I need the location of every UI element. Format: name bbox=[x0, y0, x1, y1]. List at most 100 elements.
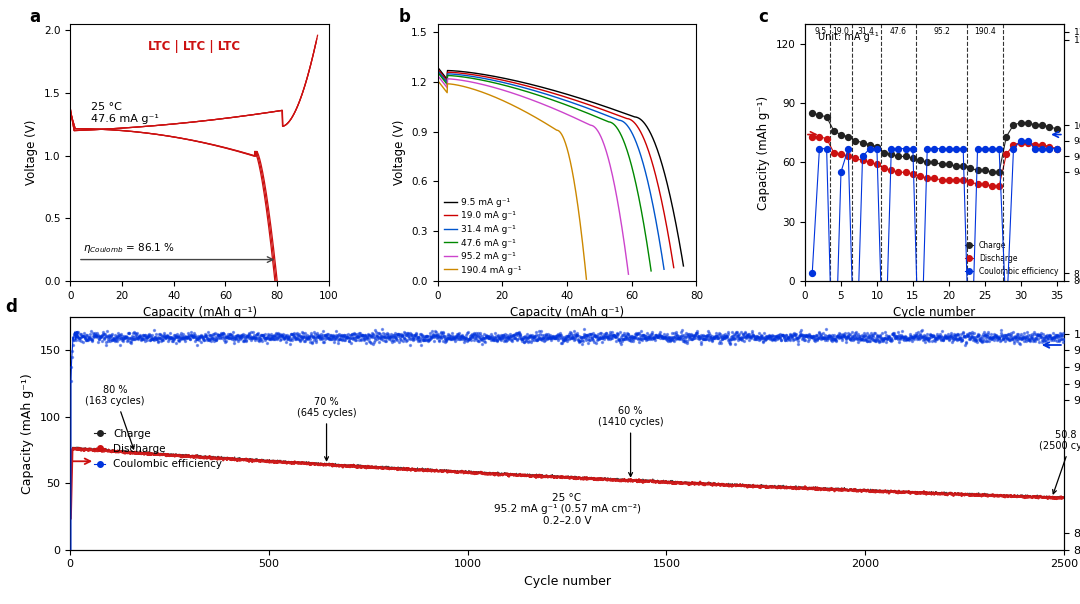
Point bbox=[87, 332, 105, 341]
Point bbox=[253, 336, 270, 345]
Point bbox=[551, 333, 568, 343]
Point bbox=[152, 329, 170, 339]
Point bbox=[119, 333, 136, 342]
Point bbox=[509, 330, 526, 339]
Point bbox=[673, 330, 690, 340]
Point bbox=[597, 332, 615, 341]
Point bbox=[162, 332, 179, 342]
31.4 mA g⁻¹ bbox=[431, 67, 444, 74]
190.4 mA g⁻¹ bbox=[512, 104, 525, 112]
Point bbox=[577, 330, 594, 340]
Point bbox=[367, 327, 384, 337]
Point bbox=[858, 334, 875, 344]
Point bbox=[812, 331, 829, 341]
Point bbox=[508, 329, 525, 338]
Point bbox=[852, 333, 869, 343]
Point bbox=[77, 333, 94, 342]
Text: 9.5: 9.5 bbox=[814, 27, 827, 36]
Y-axis label: Voltage (V): Voltage (V) bbox=[393, 120, 406, 185]
Point bbox=[686, 332, 703, 341]
Point bbox=[903, 335, 920, 344]
Point bbox=[1015, 336, 1032, 346]
Point bbox=[468, 330, 485, 340]
Point bbox=[420, 335, 437, 345]
Point bbox=[364, 329, 381, 339]
Point bbox=[247, 330, 265, 340]
Point bbox=[269, 332, 286, 342]
Point bbox=[743, 333, 760, 342]
Point bbox=[278, 331, 295, 341]
95.2 mA g⁻¹ bbox=[523, 95, 536, 103]
Point bbox=[83, 326, 100, 336]
Point bbox=[694, 330, 712, 340]
Point bbox=[730, 333, 747, 342]
Point bbox=[302, 328, 320, 338]
Point bbox=[813, 332, 831, 342]
Point bbox=[551, 330, 568, 339]
Point bbox=[179, 332, 197, 341]
Point bbox=[838, 334, 855, 344]
Point bbox=[663, 329, 680, 338]
Point bbox=[892, 330, 909, 339]
Point bbox=[443, 333, 460, 343]
Point bbox=[137, 332, 154, 341]
Point bbox=[476, 337, 494, 347]
Point bbox=[789, 333, 807, 343]
Point bbox=[396, 335, 414, 344]
Point bbox=[920, 333, 937, 343]
X-axis label: Cycle number: Cycle number bbox=[893, 306, 975, 319]
Point bbox=[553, 332, 570, 342]
Point bbox=[418, 334, 435, 344]
Point bbox=[352, 334, 369, 344]
Point bbox=[751, 335, 768, 345]
Point bbox=[859, 336, 876, 345]
Point bbox=[171, 332, 188, 341]
Point bbox=[545, 333, 563, 342]
Point bbox=[783, 330, 800, 339]
Point bbox=[123, 333, 140, 343]
Line: 95.2 mA g⁻¹: 95.2 mA g⁻¹ bbox=[437, 76, 629, 274]
Point bbox=[553, 338, 570, 348]
Point bbox=[764, 335, 781, 345]
Point bbox=[915, 335, 932, 345]
Point bbox=[904, 144, 921, 153]
Point bbox=[728, 327, 745, 337]
Point bbox=[934, 334, 951, 344]
Point bbox=[513, 334, 530, 344]
Point bbox=[246, 333, 264, 342]
Point bbox=[789, 336, 807, 346]
Point bbox=[1024, 333, 1041, 343]
Point bbox=[609, 330, 626, 339]
Point bbox=[1034, 338, 1051, 347]
Point bbox=[154, 332, 172, 341]
Point bbox=[428, 327, 445, 336]
Point bbox=[596, 329, 613, 339]
Point bbox=[181, 334, 199, 344]
Point bbox=[434, 328, 451, 338]
Point bbox=[474, 335, 491, 344]
Point bbox=[287, 335, 305, 344]
19.0 mA g⁻¹ bbox=[544, 89, 557, 96]
Point bbox=[1051, 336, 1068, 345]
Point bbox=[868, 331, 886, 341]
Point bbox=[731, 333, 748, 343]
Point bbox=[707, 329, 725, 338]
Point bbox=[672, 333, 689, 342]
Point bbox=[324, 331, 341, 341]
Point bbox=[926, 333, 943, 343]
Point bbox=[827, 335, 845, 345]
Point bbox=[811, 110, 828, 120]
Point bbox=[854, 156, 872, 165]
Point bbox=[431, 332, 448, 342]
Point bbox=[308, 329, 325, 338]
Point bbox=[498, 330, 515, 340]
Point bbox=[984, 332, 1001, 341]
Point bbox=[842, 333, 860, 343]
Point bbox=[860, 330, 877, 340]
Point bbox=[366, 332, 383, 342]
Point bbox=[768, 331, 785, 341]
Point bbox=[640, 332, 658, 341]
Text: 190.4: 190.4 bbox=[974, 27, 996, 36]
Point bbox=[203, 333, 220, 343]
Point bbox=[754, 333, 771, 343]
